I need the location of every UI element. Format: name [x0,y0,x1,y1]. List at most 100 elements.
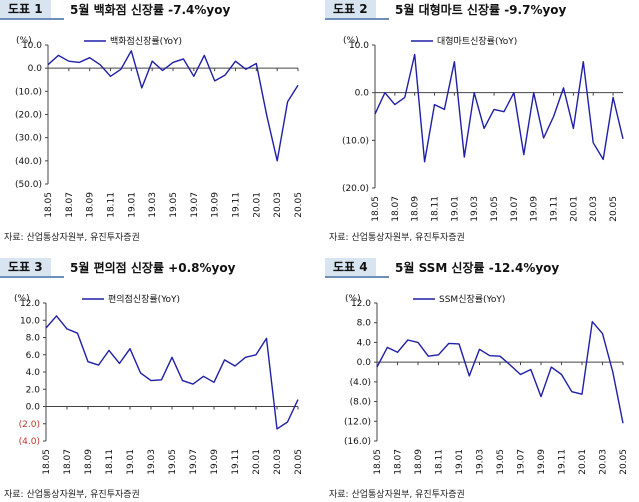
x-tick-label: 19.11 [558,449,568,475]
y-tick-label: 0.0 [28,64,43,74]
x-tick-label: 20.03 [273,449,283,475]
x-tick-label: 20.05 [294,192,304,218]
line-chart: (%)12.08.04.00.0(4.0)(8.0)(12.0)(16.0)18… [344,294,629,475]
x-tick-label: 19.09 [537,449,547,475]
y-tick-label: (12.0) [344,417,371,427]
x-tick-label: 20.03 [589,196,599,222]
x-tick-label: 19.09 [211,192,221,218]
y-tick-label: 0.0 [26,403,41,413]
chart-title: 5월 SSM 신장률 -12.4%yoy [395,261,560,275]
x-tick-label: 18.09 [84,449,94,475]
figure-badge: 도표 2 [325,0,376,18]
x-tick-label: 19.03 [148,192,158,218]
x-tick-label: 18.05 [42,449,52,475]
x-tick-label: 18.07 [63,449,73,475]
series-line [374,53,624,163]
chart-panel-ssm: 도표 4 5월 SSM 신장률 -12.4%yoy (%) 12.0 8.0 4.0 0.… [325,258,639,502]
x-tick-label: 20.05 [294,449,304,475]
y-tick-label: (10.0) [342,136,369,146]
y-tick-label: (16.0) [344,437,371,447]
y-tick-label: (20.0) [15,111,42,121]
x-tick-label: 19.05 [496,449,506,475]
x-tick-label: 19.01 [127,192,137,218]
y-tick-label: 0.0 [357,358,372,368]
x-tick-label: 19.01 [126,449,136,475]
y-tick-label: (4.0) [350,378,371,388]
y-tick-label: (30.0) [15,134,42,144]
x-tick-label: 19.03 [147,449,157,475]
x-tick-label: 20.01 [578,449,588,475]
y-tick-label: 2.0 [26,385,41,395]
x-tick-label: 20.05 [609,196,619,222]
x-tick-label: 18.11 [431,196,441,222]
x-tick-label: 18.07 [391,196,401,222]
x-tick-label: 18.11 [107,192,117,218]
y-tick-label: (50.0) [15,180,42,190]
x-tick-label: 19.01 [455,449,465,475]
legend-label: SSM신장률(YoY) [439,294,505,305]
y-tick-label: (2.0) [19,420,40,430]
x-tick-label: 19.03 [470,196,480,222]
source-note: 자료: 산업통상자원부, 유진투자증권 [329,233,465,243]
chart-title: 5월 편의점 신장률 +0.8%yoy [70,261,236,275]
line-chart: (%)10.0 0.0 (10.0) (20.0)18.05 18.07 18.09 18.… [342,36,624,222]
x-tick-label: 18.11 [435,449,445,475]
y-tick-label: 10.0 [22,41,42,51]
x-tick-label: 18.05 [44,192,54,218]
x-tick-label: 20.03 [599,449,609,475]
x-tick-label: 18.07 [65,192,75,218]
source-note: 자료: 산업통상자원부, 유진투자증권 [4,490,140,500]
x-tick-label: 19.09 [530,196,540,222]
y-tick-label: (10.0) [15,87,42,97]
x-tick-label: 20.01 [252,192,262,218]
unit-label: (%) [16,36,32,46]
x-tick-label: 20.05 [619,449,629,475]
y-tick-label: 6.0 [26,351,41,361]
chart-panel-hypermarket: 도표 2 5월 대형마트 신장률 -9.7%yoy (%) 10.0 0.0 (10.0… [325,0,639,250]
y-tick-label: 8.0 [26,334,41,344]
series-line [45,315,299,430]
x-tick-label: 19.07 [510,196,520,222]
y-tick-label: 12.0 [20,299,40,309]
unit-label: (%) [343,36,359,46]
figure-badge: 도표 1 [0,0,51,18]
x-tick-label: 19.05 [490,196,500,222]
line-chart: (%)12.010.08.06.04.02.00.0(2.0)(4.0)18.0… [14,293,304,475]
legend-label: 대형마트신장률(YoY) [437,36,517,47]
y-tick-label: 10.0 [20,316,40,326]
x-tick-label: 18.07 [394,449,404,475]
x-tick-label: 18.09 [86,192,96,218]
y-tick-label: (40.0) [15,157,42,167]
figure-badge: 도표 3 [0,258,51,276]
y-tick-label: 10.0 [349,41,369,51]
x-tick-label: 18.09 [414,449,424,475]
y-tick-label: 0.0 [355,89,370,99]
legend-label: 편의점신장률(YoY) [108,293,180,305]
x-tick-label: 20.01 [252,449,262,475]
series-line [376,321,624,424]
x-tick-label: 19.11 [231,449,241,475]
y-tick-label: (20.0) [342,184,369,194]
x-tick-label: 19.09 [210,449,220,475]
chart-title: 5월 백화점 신장률 -7.4%yoy [70,3,231,17]
source-note: 자료: 산업통상자원부, 유진투자증권 [4,233,140,243]
legend-label: 백화점신장률(YoY) [110,35,182,47]
chart-panel-convenience-store: 도표 3 5월 편의점 신장률 +0.8%yoy (%) 12.0 10.0 8.0 6.… [0,258,314,502]
y-tick-label: (4.0) [19,437,40,447]
y-tick-label: 4.0 [26,368,41,378]
source-note: 자료: 산업통상자원부, 유진투자증권 [329,490,465,500]
x-tick-label: 19.03 [476,449,486,475]
x-tick-label: 19.07 [517,449,527,475]
y-tick-label: 8.0 [357,319,372,329]
unit-label: (%) [345,294,361,304]
x-tick-label: 19.01 [450,196,460,222]
x-tick-label: 18.11 [105,449,115,475]
unit-label: (%) [14,294,30,304]
x-tick-label: 19.11 [550,196,560,222]
x-tick-label: 20.01 [569,196,579,222]
y-tick-label: 12.0 [351,299,371,309]
series-line [47,50,299,162]
y-tick-label: (8.0) [350,398,371,408]
x-tick-label: 19.05 [169,192,179,218]
x-tick-label: 18.05 [373,449,383,475]
